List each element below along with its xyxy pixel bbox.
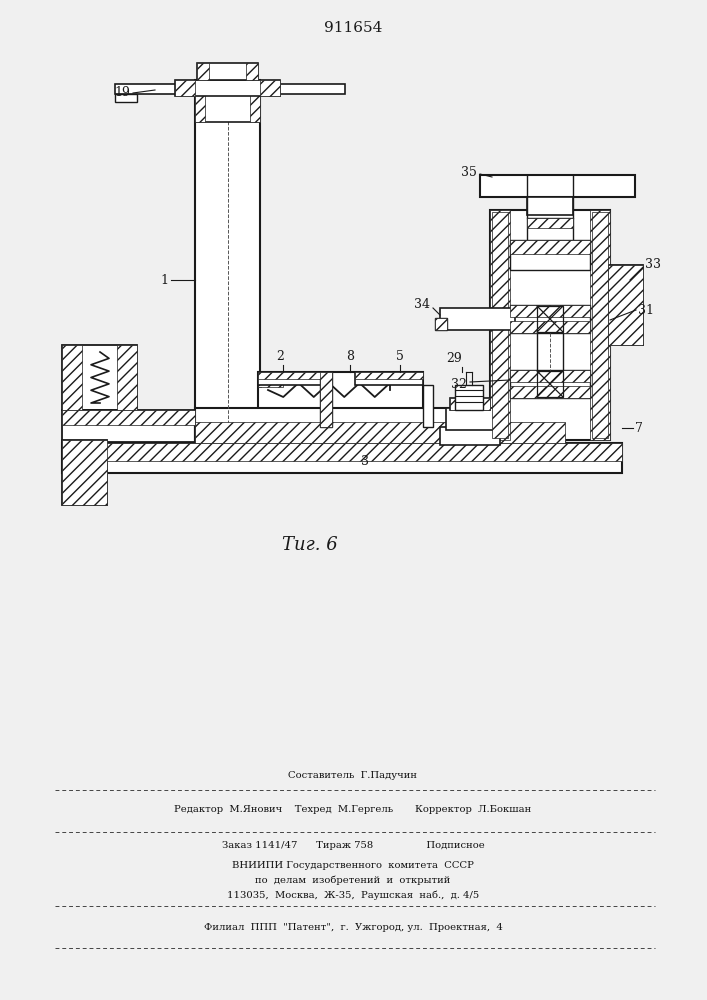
Bar [446, 408, 494, 430]
Text: 113035,  Москва,  Ж-35,  Раушская  наб.,  д. 4/5: 113035, Москва, Ж-35, Раушская наб., д. … [227, 890, 479, 900]
Bar [423, 385, 433, 427]
Bar [115, 84, 175, 94]
Bar [258, 372, 323, 385]
Bar [510, 370, 590, 382]
Bar [480, 175, 635, 197]
Bar [490, 210, 610, 440]
Bar [537, 333, 563, 370]
Bar [435, 318, 447, 330]
Bar [62, 443, 622, 473]
Bar [195, 80, 260, 435]
Bar [195, 92, 205, 122]
Text: Составитель  Г.Падучин: Составитель Г.Падучин [288, 770, 418, 780]
Text: 29: 29 [446, 352, 462, 365]
Bar [450, 398, 490, 410]
Text: 2: 2 [276, 350, 284, 363]
Bar [450, 398, 490, 410]
Bar [608, 265, 643, 345]
Bar [510, 305, 590, 317]
Bar [435, 318, 447, 330]
Bar [537, 306, 563, 332]
Bar [62, 443, 622, 461]
Text: по  делам  изобретений  и  открытий: по делам изобретений и открытий [255, 875, 450, 885]
Bar [117, 345, 137, 410]
Bar [510, 305, 590, 333]
Bar [440, 427, 500, 445]
Bar [510, 240, 590, 254]
Bar [280, 84, 345, 94]
Text: 34: 34 [414, 298, 430, 312]
Bar [115, 94, 137, 102]
Bar [527, 197, 573, 215]
Bar [62, 410, 195, 442]
Bar [62, 345, 137, 410]
Bar [175, 80, 280, 96]
Text: Редактор  М.Янович    Техред  М.Гергель       Корректор  Л.Бокшан: Редактор М.Янович Техред М.Гергель Корре… [175, 806, 532, 814]
Text: 33: 33 [645, 258, 661, 271]
Bar [62, 440, 107, 505]
Bar [62, 410, 195, 425]
Bar [355, 372, 423, 385]
Bar [260, 80, 280, 96]
Text: 3: 3 [361, 455, 369, 468]
Text: 8: 8 [346, 350, 354, 363]
Text: 31: 31 [638, 304, 654, 316]
Bar [258, 380, 283, 387]
Bar [492, 212, 508, 438]
Bar [195, 92, 260, 122]
Bar [175, 80, 195, 96]
Bar [320, 372, 332, 427]
Text: 5: 5 [396, 350, 404, 363]
Bar [455, 385, 483, 410]
Bar [197, 63, 209, 80]
Text: 911654: 911654 [324, 21, 382, 35]
Bar [262, 376, 419, 406]
Bar [355, 372, 423, 379]
Bar [490, 210, 510, 440]
Text: 35: 35 [461, 165, 477, 178]
Bar [197, 63, 258, 80]
Bar [246, 63, 258, 80]
Bar [510, 370, 590, 398]
Bar [440, 308, 515, 330]
Bar [62, 345, 82, 410]
Text: Τиг. 6: Τиг. 6 [282, 536, 338, 554]
Bar [592, 212, 608, 438]
Bar [510, 240, 590, 270]
Bar [258, 372, 283, 387]
Bar [527, 218, 573, 228]
Bar [62, 440, 107, 505]
Bar [320, 372, 332, 427]
Bar [250, 92, 260, 122]
Bar [258, 372, 423, 427]
Bar [195, 408, 565, 443]
Bar [195, 427, 565, 447]
Text: Филиал  ППП  "Патент",  г.  Ужгород, ул.  Проектная,  4: Филиал ППП "Патент", г. Ужгород, ул. Про… [204, 924, 503, 932]
Bar [510, 321, 590, 333]
Text: 1: 1 [160, 273, 168, 286]
Bar [195, 422, 565, 443]
Bar [590, 210, 610, 440]
Text: 19: 19 [114, 87, 130, 100]
Text: 7: 7 [635, 422, 643, 434]
Text: 32: 32 [451, 377, 467, 390]
Bar [510, 386, 590, 398]
Text: Заказ 1141/47      Тираж 758                 Подписное: Заказ 1141/47 Тираж 758 Подписное [221, 840, 484, 850]
Bar [527, 218, 573, 240]
Bar [537, 371, 563, 397]
Bar [608, 265, 643, 345]
Text: ВНИИПИ Государственного  комитета  СССР: ВНИИПИ Государственного комитета СССР [232, 860, 474, 869]
Bar [258, 372, 323, 379]
